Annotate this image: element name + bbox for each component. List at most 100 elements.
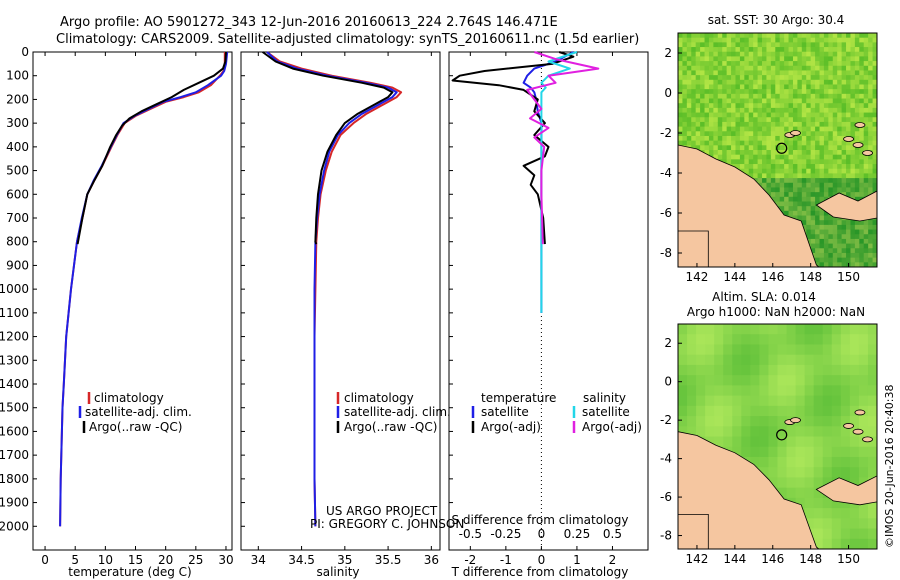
ocean-cell (849, 477, 860, 489)
ocean-cell (801, 65, 807, 71)
ocean-cell (786, 385, 797, 397)
ocean-cell (813, 436, 824, 448)
ocean-cell (678, 426, 688, 437)
ocean-cell (723, 375, 733, 386)
ocean-cell (779, 164, 785, 170)
ocean-cell (858, 385, 869, 397)
ocean-cell (859, 150, 865, 156)
ocean-cell (750, 426, 760, 437)
ocean-cell (792, 89, 798, 95)
ocean-cell (678, 61, 683, 67)
ocean-cell (849, 354, 860, 366)
ocean-cell (757, 126, 763, 132)
ocean-cell (739, 47, 745, 53)
ocean-cell (841, 84, 847, 90)
ocean-cell (823, 215, 829, 221)
ocean-cell (739, 37, 745, 43)
ocean-cell (757, 56, 763, 62)
ocean-cell (779, 103, 785, 109)
ocean-cell (735, 33, 741, 39)
ocean-cell (863, 93, 869, 100)
ocean-cell (753, 131, 759, 137)
ocean-cell (766, 89, 772, 95)
ocean-cell (686, 112, 692, 118)
ocean-cell (863, 70, 869, 76)
ocean-cell (784, 84, 790, 90)
ocean-cell (831, 467, 842, 478)
ocean-cell (810, 89, 816, 95)
ocean-cell (770, 33, 776, 39)
ocean-cell (810, 168, 816, 174)
ocean-cell (695, 79, 701, 85)
ocean-cell (757, 103, 763, 109)
ocean-cell (828, 61, 834, 67)
ocean-cell (704, 61, 710, 67)
ocean-cell (739, 154, 745, 160)
ocean-cell (823, 234, 829, 240)
ocean-cell (748, 131, 754, 137)
ocean-cell (732, 416, 742, 427)
ocean-cell (768, 426, 778, 437)
ocean-cell (739, 65, 745, 71)
ocean-cell (832, 112, 838, 118)
ocean-cell (822, 385, 833, 397)
ocean-cell (850, 79, 856, 85)
ocean-cell (797, 206, 803, 212)
ocean-cell (700, 103, 706, 109)
ocean-cell (762, 61, 767, 67)
ocean-cell (784, 164, 790, 170)
ocean-cell (686, 33, 692, 39)
ocean-cell (726, 75, 732, 81)
ocean-cell (744, 107, 750, 114)
ocean-cell (813, 467, 824, 478)
ocean-cell (777, 477, 788, 489)
ocean-cell (726, 47, 732, 53)
ocean-cell (868, 112, 874, 118)
ocean-cell (810, 196, 816, 202)
y-tick-label: 0 (21, 45, 29, 59)
ocean-cell (837, 103, 843, 109)
ocean-cell (786, 467, 797, 478)
x-tick-label: 30 (218, 553, 233, 567)
ocean-cell (713, 121, 719, 128)
ocean-cell (731, 89, 736, 95)
ocean-cell (792, 206, 798, 212)
x-tick-label: 35 (337, 553, 352, 567)
ocean-cell (777, 364, 788, 376)
ocean-cell (766, 51, 772, 57)
ocean-cell (854, 135, 860, 142)
ocean-cell (841, 234, 847, 240)
ocean-cell (850, 107, 856, 114)
ocean-cell (762, 164, 767, 170)
ocean-cell (779, 42, 785, 48)
ocean-cell (813, 324, 824, 335)
ocean-cell (757, 98, 763, 104)
ocean-cell (804, 446, 815, 458)
ocean-cell (766, 93, 772, 100)
ocean-cell (854, 56, 860, 62)
ocean-cell (682, 121, 688, 128)
ocean-cell (775, 192, 781, 198)
ocean-cell (753, 164, 759, 170)
ocean-cell (868, 154, 874, 160)
ocean-cell (810, 243, 816, 249)
ocean-cell (828, 84, 834, 90)
ocean-cell (700, 89, 706, 95)
ocean-cell (846, 252, 851, 259)
ocean-cell (735, 47, 741, 53)
ocean-cell (748, 154, 754, 160)
ocean-cell (841, 131, 847, 137)
ocean-cell (813, 375, 824, 386)
ocean-cell (801, 89, 807, 95)
ocean-cell (788, 89, 794, 95)
ocean-cell (735, 126, 741, 132)
ocean-cell (801, 182, 807, 188)
ocean-cell (849, 405, 860, 417)
ocean-cell (741, 364, 751, 376)
ocean-cell (868, 56, 874, 62)
ocean-cell (722, 135, 728, 142)
ocean-cell (775, 79, 781, 85)
ocean-cell (823, 75, 829, 81)
ocean-cell (863, 252, 869, 259)
ocean-cell (732, 385, 742, 397)
